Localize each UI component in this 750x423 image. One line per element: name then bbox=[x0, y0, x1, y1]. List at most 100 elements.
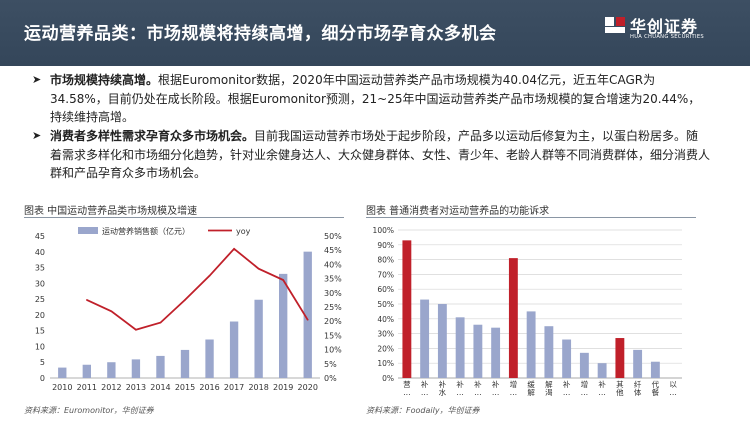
y-tick-label: 10% bbox=[377, 359, 394, 368]
logo-english: HUA CHUANG SECURITIES bbox=[630, 34, 705, 40]
function-demand-chart: 0% 10% 20% 30% 40% 50% 60% 70% 80% 90% 100% 营… 补… 补水…… bbox=[373, 226, 682, 400]
x-tick-label: 补… bbox=[474, 379, 482, 397]
x-tick-label: 代餐… bbox=[652, 379, 660, 400]
x-tick-label: 2019 bbox=[273, 383, 293, 392]
x-tick-label: 2010 bbox=[52, 383, 72, 392]
y-tick-label-right: 0% bbox=[324, 374, 337, 383]
x-tick-label: 2011 bbox=[77, 383, 97, 392]
bar-demand bbox=[633, 349, 643, 378]
paragraph-text: 目前我国运动营养市场处于起步阶段，产品多以运动后修复为主，以蛋白粉居多。随着需求… bbox=[50, 129, 711, 180]
y-tick-label-right: 20% bbox=[324, 317, 342, 326]
bar-demand bbox=[650, 361, 660, 378]
x-tick-label: 纤体… bbox=[634, 379, 642, 400]
x-tick-label: 补… bbox=[598, 379, 606, 397]
bar-demand bbox=[508, 258, 518, 378]
y-tick-label: 90% bbox=[377, 241, 394, 250]
bar-sales bbox=[156, 355, 165, 378]
bar-demand bbox=[544, 326, 554, 378]
bar-demand bbox=[437, 304, 447, 378]
y-tick-label-left: 0 bbox=[40, 374, 45, 383]
y-tick-label-left: 20 bbox=[35, 311, 45, 320]
bar-demand bbox=[526, 311, 536, 378]
bar-demand bbox=[597, 363, 607, 378]
x-tick-label: 2015 bbox=[175, 383, 195, 392]
y-tick-label-right: 25% bbox=[324, 303, 342, 312]
figure-title-right: 图表 普通消费者对运动营养品的功能诉求 bbox=[366, 206, 550, 217]
x-tick-label: 解渴… bbox=[545, 379, 553, 400]
x-tick-label: 补… bbox=[563, 379, 571, 397]
y-tick-label-right: 10% bbox=[324, 346, 342, 355]
y-tick-label: 0% bbox=[382, 374, 394, 383]
point-yoy bbox=[282, 279, 284, 281]
slide-header: 运动营养品类：市场规模将持续高增，细分市场孕育众多机会 华创证券 HUA CHU… bbox=[0, 0, 750, 66]
paragraph-consumer-demand: ➤ 消费者多样性需求孕育众多市场机会。目前我国运动营养市场处于起步阶段，产品多以… bbox=[32, 127, 711, 183]
bar-sales bbox=[279, 273, 288, 378]
y-tick-label-right: 5% bbox=[324, 360, 337, 369]
bullet-arrow-icon: ➤ bbox=[32, 73, 42, 86]
source-note-left: 资料来源：Euromonitor，华创证券 bbox=[24, 406, 154, 415]
figure-rule-right bbox=[366, 217, 696, 218]
bar-sales bbox=[58, 367, 67, 378]
y-tick-label: 50% bbox=[377, 300, 394, 309]
point-yoy bbox=[208, 274, 211, 277]
bar-demand bbox=[491, 327, 501, 378]
logo-name: 华创证券 bbox=[630, 17, 699, 36]
bar-sales bbox=[254, 299, 263, 378]
y-tick-label-left: 45 bbox=[35, 232, 45, 241]
y-tick-label-left: 40 bbox=[35, 248, 45, 257]
point-yoy bbox=[257, 267, 260, 270]
point-yoy bbox=[86, 299, 88, 301]
y-tick-label-right: 40% bbox=[324, 260, 342, 269]
y-tick-label: 70% bbox=[377, 270, 394, 279]
y-tick-label-left: 25 bbox=[35, 295, 45, 304]
y-tick-label: 30% bbox=[377, 330, 394, 339]
paragraph-market-size: ➤ 市场规模持续高增。根据Euromonitor数据，2020年中国运动营养类产… bbox=[32, 71, 710, 127]
point-yoy bbox=[306, 318, 309, 321]
y-tick-label-left: 30 bbox=[35, 279, 45, 288]
slide-title: 运动营养品类：市场规模将持续高增，细分市场孕育众多机会 bbox=[24, 24, 497, 44]
x-tick-label: 补… bbox=[492, 379, 500, 397]
y-tick-label-left: 5 bbox=[40, 358, 45, 367]
y-tick-label-right: 35% bbox=[324, 275, 342, 284]
legend-label-yoy: yoy bbox=[236, 227, 251, 236]
paragraph-heading: 消费者多样性需求孕育众多市场机会。 bbox=[50, 129, 255, 143]
x-tick-label: 2013 bbox=[126, 383, 146, 392]
y-tick-label-left: 15 bbox=[35, 327, 45, 336]
y-tick-label-left: 10 bbox=[35, 342, 45, 351]
paragraph-text: 根据Euromonitor数据，2020年中国运动营养类产品市场规模为40.04… bbox=[50, 73, 701, 124]
x-tick-label: 2012 bbox=[101, 383, 121, 392]
bar-sales bbox=[303, 251, 312, 378]
y-tick-label-right: 15% bbox=[324, 331, 342, 340]
point-yoy bbox=[233, 247, 235, 250]
bar-demand bbox=[402, 240, 412, 378]
x-tick-label: 增… bbox=[581, 379, 589, 397]
x-tick-label: 增… bbox=[510, 379, 518, 397]
x-tick-label: 2014 bbox=[150, 383, 170, 392]
figure-rule-left bbox=[24, 217, 344, 218]
bar-sales bbox=[180, 349, 190, 378]
point-yoy bbox=[135, 328, 137, 331]
y-tick-label-left: 35 bbox=[35, 264, 45, 273]
bar-demand bbox=[615, 338, 625, 378]
point-yoy bbox=[110, 310, 113, 313]
bar-demand bbox=[455, 317, 465, 378]
x-tick-label: 以… bbox=[669, 380, 677, 397]
figure-title-left: 图表 中国运动营养品类市场规模及增速 bbox=[24, 206, 198, 217]
x-tick-label: 补… bbox=[456, 379, 464, 397]
bar-demand bbox=[473, 324, 483, 378]
market-size-chart: 0 5 10 15 20 25 30 35 40 45 0% 5% 10% 15% 20% 25% 30% 35%… bbox=[35, 226, 342, 392]
x-tick-label: 2018 bbox=[248, 383, 268, 392]
x-tick-label: 2017 bbox=[224, 383, 244, 392]
source-note-right: 资料来源：Foodaily，华创证券 bbox=[366, 406, 480, 415]
y-tick-label: 80% bbox=[377, 256, 394, 265]
y-tick-label-right: 30% bbox=[324, 289, 342, 298]
bar-sales bbox=[107, 362, 116, 378]
bar-sales bbox=[205, 339, 214, 378]
x-tick-label: 补水… bbox=[439, 379, 447, 400]
logo-mark-icon bbox=[605, 17, 625, 33]
bar-demand bbox=[562, 339, 572, 378]
legend-label-sales: 运动营养销售额（亿元） bbox=[102, 226, 190, 236]
y-tick-label-right: 45% bbox=[324, 246, 342, 255]
point-yoy bbox=[184, 299, 186, 301]
y-tick-label: 60% bbox=[377, 285, 394, 294]
